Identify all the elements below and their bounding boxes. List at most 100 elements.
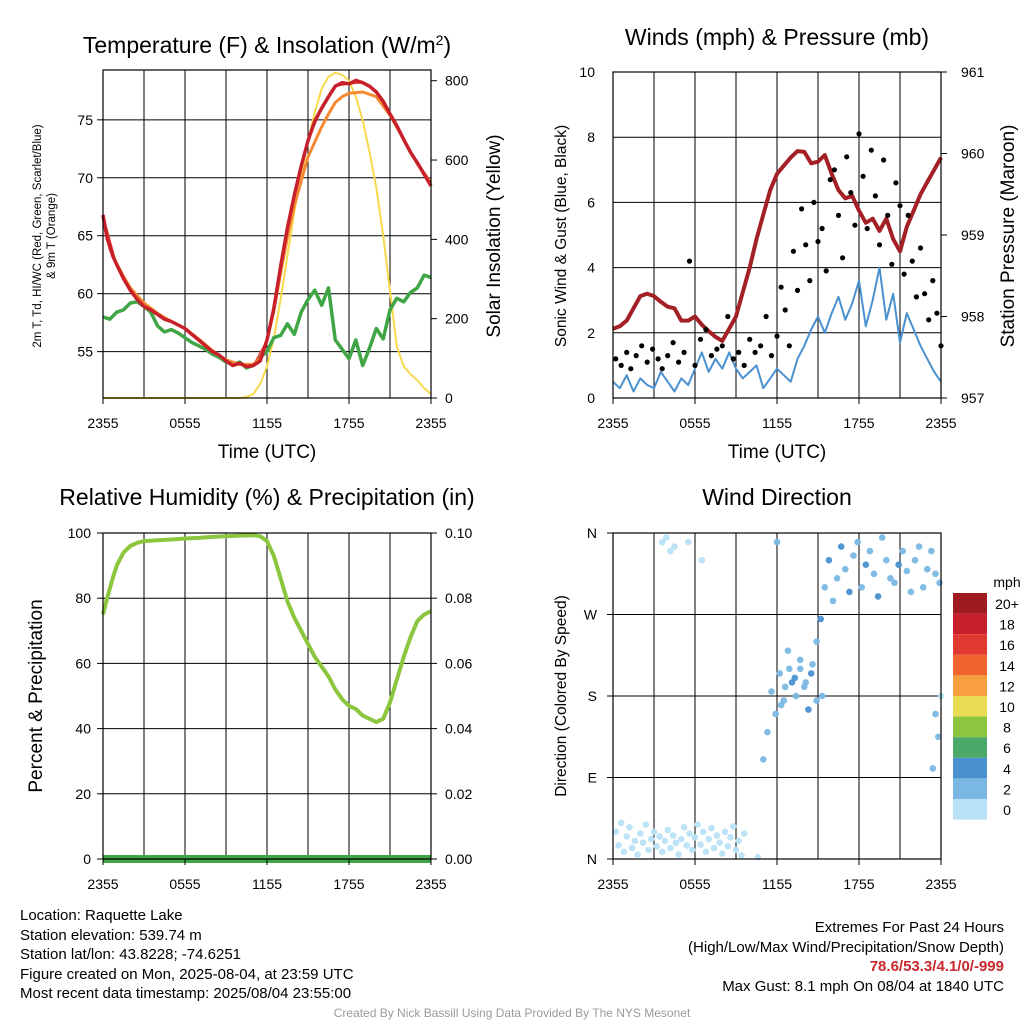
x-tick-label: 0555 bbox=[679, 876, 710, 892]
gust-point bbox=[725, 313, 731, 320]
gust-point bbox=[628, 366, 634, 372]
gust-point bbox=[819, 225, 825, 232]
y-tick-label: 4 bbox=[587, 260, 595, 276]
series-wind_speed bbox=[612, 266, 942, 393]
colorbar-label: 4 bbox=[1003, 761, 1011, 777]
gust-point bbox=[676, 359, 682, 365]
y-tick-label: 100 bbox=[68, 525, 92, 541]
y-tick-label: 65 bbox=[77, 228, 93, 244]
y-tick-label: 8 bbox=[587, 129, 595, 145]
direction-point bbox=[899, 547, 906, 555]
gust-point bbox=[926, 317, 932, 323]
direction-point bbox=[612, 828, 619, 836]
y2-axis-label: Station Pressure (Maroon) bbox=[998, 125, 1019, 348]
direction-point bbox=[634, 851, 641, 858]
direction-point bbox=[874, 593, 882, 600]
x-tick-label: 1155 bbox=[762, 876, 792, 892]
x-tick-label: 2355 bbox=[925, 876, 956, 892]
gust-point bbox=[782, 307, 788, 313]
direction-point bbox=[796, 665, 804, 673]
direction-point bbox=[708, 824, 715, 832]
colorbar-label: 20+ bbox=[995, 596, 1019, 612]
x-axis-label: Time (UTC) bbox=[218, 442, 317, 463]
gust-point bbox=[790, 248, 797, 254]
colorbar-swatch bbox=[953, 757, 987, 779]
title-end: ) bbox=[443, 32, 451, 58]
gust-point bbox=[655, 356, 661, 362]
y2-tick-label: 0.06 bbox=[445, 655, 472, 671]
station-location: Location: Raquette Lake bbox=[20, 907, 183, 924]
gust-point bbox=[613, 356, 619, 362]
direction-point bbox=[628, 844, 636, 852]
direction-point bbox=[667, 844, 674, 852]
direction-point bbox=[862, 561, 870, 568]
direction-point bbox=[936, 579, 943, 587]
y-axis-label: Direction (Colored By Speed) bbox=[553, 595, 570, 797]
chart-title: Winds (mph) & Pressure (mb) bbox=[625, 24, 929, 50]
gust-point bbox=[934, 310, 940, 316]
gust-point bbox=[848, 190, 854, 196]
x-tick-label: 2355 bbox=[597, 876, 628, 892]
y-tick-label: 80 bbox=[75, 590, 91, 606]
extremes-box: Extremes For Past 24 Hours (High/Low/Max… bbox=[688, 918, 1004, 996]
direction-point bbox=[802, 679, 809, 686]
direction-point bbox=[738, 852, 745, 859]
direction-point bbox=[928, 547, 935, 555]
y-axis-label: 2m T, Td, HI/WC (Red, Green, Scarlet/Blu… bbox=[32, 124, 44, 347]
direction-point bbox=[807, 670, 815, 677]
direction-point bbox=[784, 647, 792, 654]
direction-point bbox=[791, 674, 799, 682]
direction-point bbox=[854, 538, 861, 546]
gust-point bbox=[897, 203, 903, 209]
gust-point bbox=[835, 212, 842, 218]
y-tick-label: 55 bbox=[77, 344, 93, 360]
direction-point bbox=[727, 834, 734, 841]
direction-point bbox=[710, 844, 718, 852]
direction-point bbox=[645, 846, 652, 854]
gust-point bbox=[823, 268, 829, 274]
gust-point bbox=[639, 343, 645, 349]
y2-tick-label: 959 bbox=[961, 227, 985, 243]
gust-point bbox=[768, 353, 775, 359]
direction-point bbox=[786, 665, 793, 673]
series-dewpoint bbox=[102, 273, 432, 370]
x-tick-label: 0555 bbox=[679, 415, 710, 431]
colorbar-swatch bbox=[953, 634, 987, 655]
direction-point bbox=[760, 756, 767, 763]
direction-point bbox=[656, 833, 663, 840]
y2-tick-label: 0 bbox=[445, 390, 453, 406]
direction-point bbox=[891, 579, 898, 587]
y2-tick-label: 0.10 bbox=[445, 525, 472, 541]
colorbar-label: 12 bbox=[999, 678, 1015, 694]
series-gust bbox=[613, 131, 944, 372]
x-tick-label: 2355 bbox=[415, 415, 446, 431]
colorbar-title: mph bbox=[993, 574, 1020, 590]
direction-point bbox=[716, 839, 723, 846]
direction-point bbox=[829, 597, 837, 605]
direction-point bbox=[689, 846, 696, 854]
y-tick-label: N bbox=[587, 525, 597, 541]
gust-point bbox=[913, 294, 920, 300]
colorbar-label: 16 bbox=[999, 637, 1015, 653]
y-tick-label: E bbox=[588, 770, 597, 786]
direction-point bbox=[818, 692, 826, 700]
gust-point bbox=[741, 362, 747, 368]
direction-point bbox=[671, 543, 678, 550]
gust-point bbox=[856, 131, 862, 137]
y-tick-label: 0 bbox=[83, 851, 91, 867]
direction-point bbox=[907, 588, 915, 596]
gust-point bbox=[786, 343, 792, 349]
direction-point bbox=[846, 588, 853, 596]
gust-point bbox=[670, 340, 676, 346]
direction-point bbox=[773, 538, 781, 546]
series-rh bbox=[101, 533, 432, 725]
y2-tick-label: 0.08 bbox=[445, 590, 472, 606]
direction-point bbox=[639, 839, 647, 846]
extremes-title: Extremes For Past 24 Hours bbox=[814, 919, 1004, 936]
station-elevation: Station elevation: 539.74 m bbox=[20, 926, 202, 944]
colorbar-label: 10 bbox=[999, 699, 1015, 715]
direction-point bbox=[895, 561, 902, 568]
gust-point bbox=[714, 346, 720, 352]
x-tick-label: 2355 bbox=[87, 876, 118, 892]
direction-point bbox=[825, 556, 833, 564]
